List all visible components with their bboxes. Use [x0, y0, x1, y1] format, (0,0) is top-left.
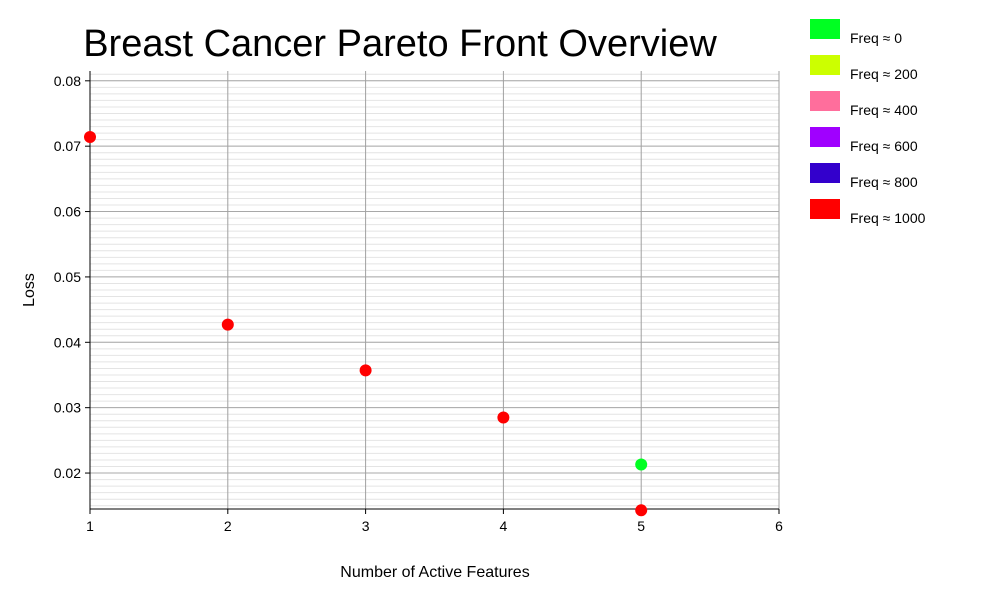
legend-label: Freq ≈ 200	[850, 66, 918, 82]
legend-label: Freq ≈ 0	[850, 30, 902, 46]
y-tick-label: 0.05	[54, 269, 81, 285]
y-tick-label: 0.02	[54, 465, 81, 481]
data-point	[359, 364, 372, 377]
legend-label: Freq ≈ 600	[850, 138, 918, 154]
data-points	[84, 131, 648, 517]
y-tick-label: 0.04	[54, 334, 81, 350]
y-tick-label: 0.06	[54, 204, 81, 220]
legend-swatch	[810, 91, 840, 111]
data-point	[635, 504, 648, 517]
data-point	[84, 131, 96, 144]
y-tick-label: 0.03	[54, 400, 81, 416]
x-tick-label: 3	[362, 518, 370, 534]
x-tick-label: 1	[86, 518, 94, 534]
x-axis-label: Number of Active Features	[340, 564, 529, 581]
axes	[89, 71, 779, 510]
y-tick-label: 0.07	[54, 138, 81, 154]
x-tick-label: 5	[637, 518, 645, 534]
legend-swatch	[810, 19, 840, 39]
legend: Freq ≈ 0 Freq ≈ 200 Freq ≈ 400 Freq ≈ 600 Fr…	[810, 19, 926, 226]
chart-title: Breast Cancer Pareto Front Overview	[83, 23, 717, 65]
legend-label: Freq ≈ 1000	[850, 210, 926, 226]
y-tick-label: 0.08	[54, 73, 81, 89]
x-tick-label: 2	[224, 518, 232, 534]
tick-labels: 1 2 3 4 5 6 0.02 0.03 0.04 0.05 0.06 0.07 0.08	[54, 73, 783, 534]
data-point	[635, 458, 648, 471]
legend-label: Freq ≈ 400	[850, 102, 918, 118]
legend-swatch	[810, 199, 840, 219]
data-point	[497, 411, 510, 424]
x-tick-label: 4	[500, 518, 508, 534]
grid-lines	[89, 71, 780, 509]
data-point	[221, 318, 234, 331]
y-axis-label: Loss	[21, 273, 38, 307]
legend-swatch	[810, 127, 840, 147]
legend-swatch	[810, 163, 840, 183]
legend-label: Freq ≈ 800	[850, 174, 918, 190]
x-tick-label: 6	[775, 518, 783, 534]
legend-swatch	[810, 55, 840, 75]
